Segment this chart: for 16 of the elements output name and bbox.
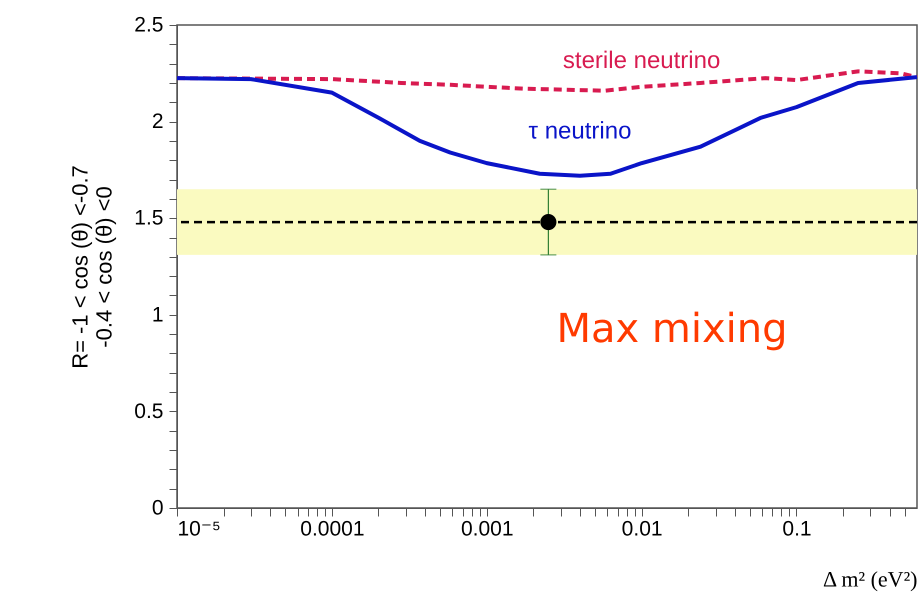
series-label: sterile neutrino — [562, 46, 720, 74]
y-tick-label: 1 — [152, 303, 164, 326]
x-axis-title: Δ m² (eV²) — [822, 566, 918, 592]
y-tick-label: 1.5 — [134, 206, 164, 230]
x-tick-label: 0.001 — [460, 518, 514, 540]
y-tick-label: 2.5 — [134, 14, 164, 36]
x-tick-label: 0.1 — [782, 518, 812, 540]
x-tick-label: 0.0001 — [300, 518, 364, 540]
y-tick-label: 2 — [152, 110, 164, 134]
x-tick-label: 0.01 — [622, 518, 663, 540]
annotation: Max mixing — [556, 306, 788, 352]
y-tick-label: 0 — [152, 496, 164, 520]
series-label: τ neutrino — [528, 118, 632, 145]
y-axis-title: R= -1 < cos (θ) <-0.7 -0.4 < cos (θ) <0 — [67, 165, 116, 369]
x-tick-label: 10⁻⁵ — [178, 518, 221, 540]
y-tick-label: 0.5 — [134, 400, 164, 423]
